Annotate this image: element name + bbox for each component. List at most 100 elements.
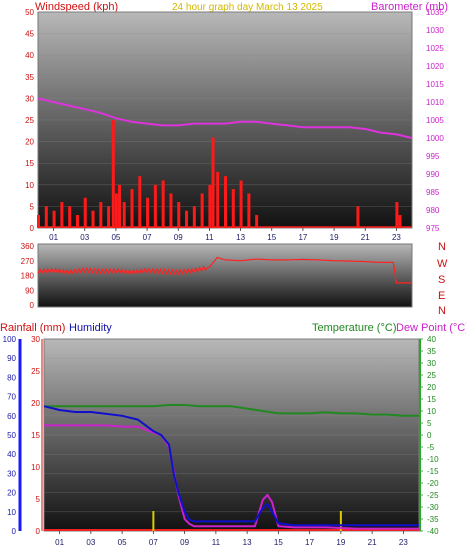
windspeed-bar xyxy=(247,193,251,228)
windspeed-bar xyxy=(255,215,259,228)
direction-tick-label: 360 xyxy=(21,242,35,251)
wind-x-tick-label: 21 xyxy=(361,233,370,242)
humidity-tick-label: 50 xyxy=(7,431,16,440)
temperature-tick-label: -30 xyxy=(427,503,439,512)
temperature-tick-label: -25 xyxy=(427,491,439,500)
barometer-tick-label: 985 xyxy=(426,188,440,197)
temperature-tick-label: 20 xyxy=(427,383,436,392)
windspeed-bar xyxy=(111,120,115,228)
barometer-tick-label: 980 xyxy=(426,206,440,215)
temperature-tick-label: -10 xyxy=(427,455,439,464)
wind-x-tick-label: 01 xyxy=(49,233,58,242)
rainfall-tick-label: 15 xyxy=(31,431,40,440)
temperature-tick-label: 5 xyxy=(427,419,432,428)
temperature-tick-label: -35 xyxy=(427,515,439,524)
windspeed-bar xyxy=(356,206,360,228)
direction-panel-frame xyxy=(37,243,413,308)
humidity-tick-label: 60 xyxy=(7,412,16,421)
windspeed-bar xyxy=(216,171,220,228)
rainfall-tick-label: 20 xyxy=(31,399,40,408)
windspeed-bar xyxy=(138,176,142,228)
windspeed-bar xyxy=(91,210,95,228)
humidity-tick-label: 90 xyxy=(7,354,16,363)
temperature-tick-label: -20 xyxy=(427,479,439,488)
climate-x-tick-label: 09 xyxy=(180,538,189,547)
climate-x-tick-label: 05 xyxy=(118,538,127,547)
barometer-tick-label: 1035 xyxy=(426,8,444,17)
barometer-tick-label: 1030 xyxy=(426,26,444,35)
temperature-tick-label: 35 xyxy=(427,347,436,356)
windspeed-bar xyxy=(169,193,173,228)
windspeed-tick-label: 0 xyxy=(30,224,35,233)
windspeed-tick-label: 20 xyxy=(25,138,34,147)
direction-series-line xyxy=(37,256,412,284)
windspeed-bar xyxy=(153,184,157,228)
windspeed-bar xyxy=(118,184,122,228)
direction-label-e: E xyxy=(438,290,445,302)
windspeed-bar xyxy=(208,184,212,228)
wind-x-tick-label: 11 xyxy=(205,233,214,242)
humidity-tick-label: 70 xyxy=(7,393,16,402)
direction-label-n-bottom: N xyxy=(438,305,446,317)
climate-x-tick-label: 23 xyxy=(399,538,408,547)
humidity-tick-label: 80 xyxy=(7,373,16,382)
windspeed-bar xyxy=(239,180,243,228)
windspeed-bar xyxy=(146,197,150,228)
windspeed-bar xyxy=(44,206,48,228)
wind-x-tick-label: 07 xyxy=(143,233,152,242)
windspeed-tick-label: 40 xyxy=(25,51,34,60)
rainfall-tick-label: 10 xyxy=(31,463,40,472)
windspeed-tick-label: 5 xyxy=(30,202,35,211)
barometer-axis-title: Barometer (mb) xyxy=(371,1,448,13)
barometer-tick-label: 995 xyxy=(426,152,440,161)
windspeed-tick-label: 45 xyxy=(25,30,34,39)
windspeed-bar xyxy=(211,137,215,228)
direction-label-s: S xyxy=(438,274,445,286)
climate-x-tick-label: 11 xyxy=(212,538,221,547)
windspeed-bar xyxy=(99,202,103,228)
direction-panel-background xyxy=(38,244,412,307)
windspeed-bar xyxy=(395,202,399,228)
wind-x-tick-label: 03 xyxy=(80,233,89,242)
windspeed-bar xyxy=(52,210,56,228)
barometer-tick-label: 1015 xyxy=(426,80,444,89)
windspeed-bar xyxy=(75,215,79,228)
climate-x-tick-label: 01 xyxy=(55,538,64,547)
wind-x-tick-label: 17 xyxy=(298,233,307,242)
climate-x-tick-label: 13 xyxy=(243,538,252,547)
direction-label-n-top: N xyxy=(438,241,446,253)
climate-x-tick-label: 17 xyxy=(305,538,314,547)
temperature-tick-label: -15 xyxy=(427,467,439,476)
wind-x-tick-label: 15 xyxy=(267,233,276,242)
humidity-axis-title: Humidity xyxy=(69,322,112,334)
dew-point-series-line xyxy=(44,424,419,530)
windspeed-tick-label: 35 xyxy=(25,73,34,82)
direction-tick-label: 270 xyxy=(21,257,35,266)
humidity-tick-label: 0 xyxy=(12,527,17,536)
climate-x-tick-label: 03 xyxy=(86,538,95,547)
barometer-tick-label: 975 xyxy=(426,224,440,233)
rainfall-axis-title: Rainfall (mm) xyxy=(0,322,65,334)
graph-date-title: 24 hour graph day March 13 2025 xyxy=(172,2,323,13)
direction-tick-label: 90 xyxy=(25,286,34,295)
windspeed-bar xyxy=(83,197,87,228)
windspeed-tick-label: 10 xyxy=(25,181,34,190)
windspeed-bar xyxy=(185,210,189,228)
rainfall-tick-label: 5 xyxy=(36,495,41,504)
windspeed-tick-label: 50 xyxy=(25,8,34,17)
temperature-tick-label: -40 xyxy=(427,527,439,536)
temperature-series-line xyxy=(44,404,419,417)
windspeed-bar xyxy=(60,202,64,228)
temperature-tick-label: 10 xyxy=(427,407,436,416)
direction-tick-label: 0 xyxy=(30,301,35,310)
windspeed-axis-title: Windspeed (kph) xyxy=(35,1,118,13)
windspeed-bar xyxy=(200,193,204,228)
windspeed-bar xyxy=(37,215,40,228)
windspeed-tick-label: 15 xyxy=(25,159,34,168)
wind-x-tick-label: 13 xyxy=(236,233,245,242)
barometer-tick-label: 1025 xyxy=(426,44,444,53)
windspeed-bar xyxy=(122,202,126,228)
barometer-tick-label: 1010 xyxy=(426,98,444,107)
